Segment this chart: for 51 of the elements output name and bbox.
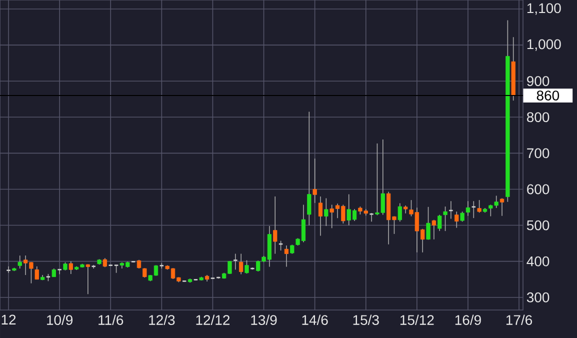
candlestick (18, 255, 22, 269)
candlestick (443, 206, 448, 232)
candlestick (426, 206, 430, 240)
x-tick-label: 11/6 (98, 314, 124, 325)
x-tick-label: 15/3 (353, 314, 379, 325)
y-tick-label: 700 (527, 148, 550, 158)
candlestick (398, 202, 402, 222)
candlestick (369, 212, 374, 222)
candlestick (34, 266, 39, 280)
candlestick (460, 211, 464, 222)
candlestick (6, 266, 12, 274)
candlestick (318, 196, 323, 236)
x-tick-label: 12/3 (149, 314, 175, 325)
candlestick (68, 260, 73, 274)
x-tick-label: 17/6 (506, 314, 532, 325)
candlestick (438, 214, 442, 232)
candlestick (454, 211, 459, 228)
candlestick (102, 258, 108, 268)
x-tick-label: 12 (2, 314, 16, 324)
x-tick-label: 10/9 (47, 314, 73, 325)
x-tick-label: 16/9 (455, 314, 481, 325)
y-tick-label: 400 (526, 256, 550, 266)
x-tick-label: 14/6 (302, 314, 328, 325)
candlestick (142, 268, 147, 278)
x-tick-label: 13/9 (251, 314, 277, 325)
candlestick (432, 219, 436, 240)
candlestick (500, 198, 504, 216)
candlestick (466, 200, 470, 216)
candlestick (244, 260, 249, 274)
candlestick (232, 253, 238, 270)
x-tick-label: 15/12 (400, 314, 434, 325)
candlestick (239, 253, 244, 275)
candlestick (86, 264, 90, 295)
candlestick (290, 244, 294, 254)
candlestick (273, 196, 278, 254)
x-tick-label: 12/12 (196, 314, 230, 325)
y-tick-label: 900 (527, 76, 550, 86)
y-tick-label: 600 (527, 184, 550, 194)
candlestick (284, 245, 289, 268)
candlestick (477, 200, 482, 214)
ref-line-label: 860 (536, 90, 560, 100)
y-tick-label: 300 (526, 292, 550, 302)
y-tick-label: 800 (526, 112, 550, 122)
candlestick (57, 268, 62, 275)
y-tick-label: 1,100 (527, 3, 561, 15)
candlestick (312, 158, 317, 204)
candlestick (324, 198, 328, 226)
candlestick (307, 111, 312, 226)
candlestick (471, 200, 476, 218)
y-tick-label: 500 (526, 220, 550, 230)
y-tick-label: 1,000 (527, 39, 561, 51)
